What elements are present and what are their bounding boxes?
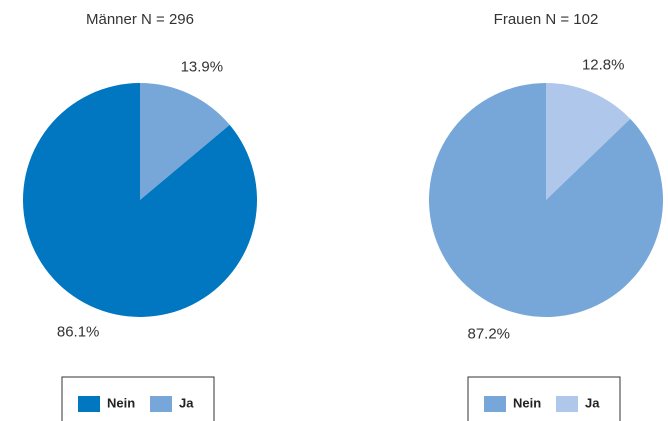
- pie-slice: [546, 83, 631, 200]
- legend-label: Ja: [179, 395, 194, 410]
- pie-slice: [140, 83, 230, 200]
- legend-box: [61, 376, 215, 421]
- pie-slice: [23, 83, 258, 317]
- legend-swatch: [484, 396, 506, 412]
- legend-label: Nein: [107, 395, 135, 410]
- legend-swatch: [78, 396, 100, 412]
- data-label: 12.8%: [582, 56, 625, 73]
- data-label: 87.2%: [467, 326, 510, 343]
- chart-title: Frauen N = 102: [494, 11, 599, 28]
- legend-label: Ja: [585, 395, 600, 410]
- legend-label: Nein: [513, 395, 541, 410]
- pie-slice: [429, 83, 664, 317]
- data-label: 86.1%: [57, 323, 100, 340]
- chart-title: Männer N = 296: [86, 11, 194, 28]
- legend-swatch: [556, 396, 578, 412]
- legend-swatch: [150, 396, 172, 412]
- data-label: 13.9%: [181, 58, 224, 75]
- legend-box: [467, 376, 621, 421]
